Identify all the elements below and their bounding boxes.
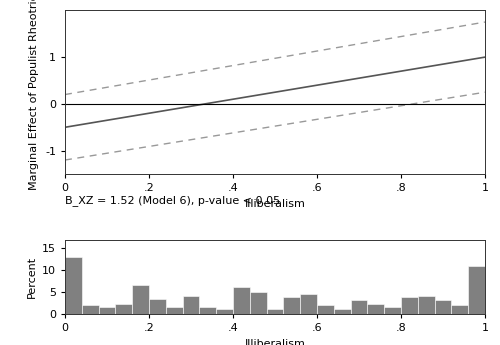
Bar bbox=[149, 299, 166, 314]
Bar bbox=[368, 304, 384, 314]
Bar bbox=[300, 294, 317, 314]
Bar bbox=[317, 305, 334, 314]
Bar bbox=[384, 307, 401, 314]
Bar bbox=[216, 309, 233, 314]
Bar bbox=[266, 309, 283, 314]
Bar bbox=[132, 286, 149, 314]
Bar bbox=[82, 305, 98, 314]
Bar bbox=[250, 292, 266, 314]
Bar bbox=[350, 300, 368, 314]
Bar bbox=[116, 304, 132, 314]
Y-axis label: Marginal Effect of Populist Rheotric: Marginal Effect of Populist Rheotric bbox=[30, 0, 40, 190]
X-axis label: Illiberalism: Illiberalism bbox=[244, 338, 306, 345]
Bar bbox=[200, 307, 216, 314]
Bar bbox=[65, 257, 82, 314]
Bar bbox=[166, 307, 182, 314]
Bar bbox=[334, 309, 350, 314]
Y-axis label: Percent: Percent bbox=[26, 256, 36, 298]
Bar bbox=[98, 307, 116, 314]
Text: B_XZ = 1.52 (Model 6), p-value < 0.05: B_XZ = 1.52 (Model 6), p-value < 0.05 bbox=[65, 195, 280, 206]
Bar bbox=[182, 296, 200, 314]
Bar bbox=[452, 305, 468, 314]
Bar bbox=[434, 300, 452, 314]
Bar bbox=[233, 287, 250, 314]
Bar bbox=[284, 297, 300, 314]
Bar bbox=[401, 297, 418, 314]
Bar bbox=[468, 266, 485, 314]
X-axis label: Illiberalism: Illiberalism bbox=[244, 199, 306, 209]
Bar bbox=[418, 296, 434, 314]
